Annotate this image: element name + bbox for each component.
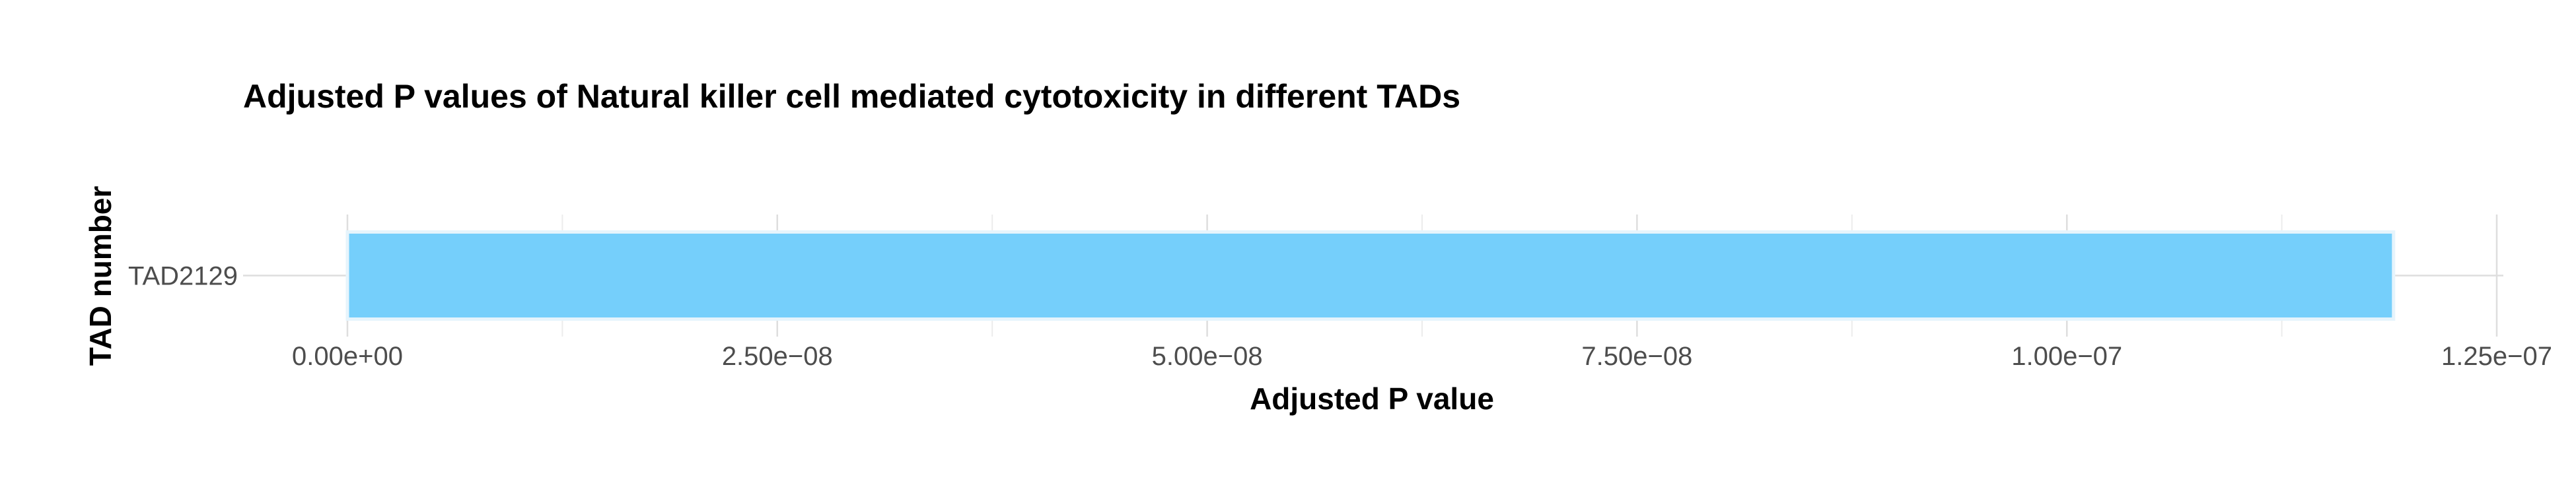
tick-layer: TAD2129 0.00e+00 2.50e−08 5.00e−08 7.50e−08 1… (128, 262, 2552, 372)
y-tick-label: TAD2129 (128, 262, 238, 291)
x-tick-label: 1.00e−07 (2011, 342, 2122, 371)
x-tick-label: 2.50e−08 (722, 342, 833, 371)
y-axis-title: TAD number (83, 186, 118, 366)
x-axis-title: Adjusted P value (1250, 381, 1494, 416)
x-tick-label: 7.50e−08 (1581, 342, 1692, 371)
bar-tad2129 (345, 230, 2396, 321)
bar-layer (345, 230, 2396, 321)
x-tick-label: 1.25e−07 (2441, 342, 2552, 371)
chart-title: Adjusted P values of Natural killer cell… (243, 78, 1460, 115)
x-tick-label: 5.00e−08 (1152, 342, 1263, 371)
x-tick-label: 0.00e+00 (292, 342, 403, 371)
